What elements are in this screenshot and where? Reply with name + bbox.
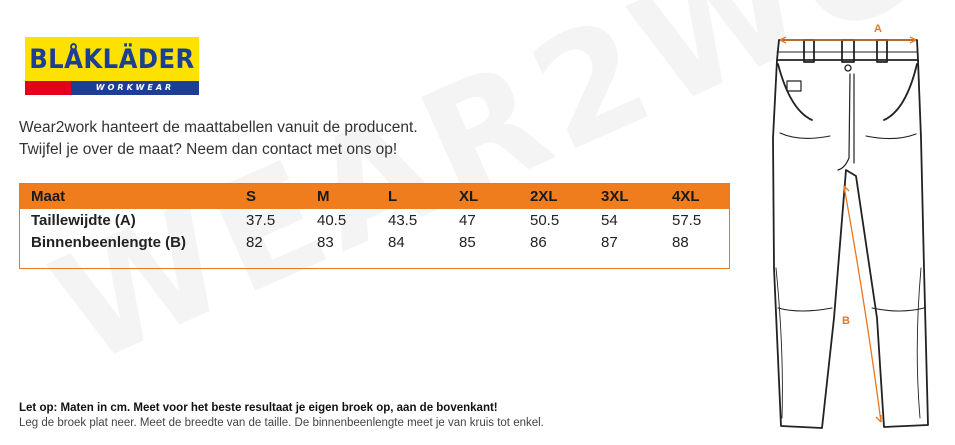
header-4xl: 4XL [672,184,729,209]
table-cell: 83 [317,233,334,251]
note-warning: Let op: Maten in cm. Meet voor het beste… [19,402,498,414]
label-a: A [874,23,882,35]
header-2xl: 2XL [530,184,601,209]
table-cell: 86 [530,233,547,251]
table-cell: 57.5 [672,211,702,229]
table-cell: 37.5 [246,211,276,229]
table-row-waist: Taillewijdte (A) 37.5 40.5 43.5 47 50.5 … [20,209,729,231]
logo-text: BLÅKLÄDER [29,43,195,75]
size-table: Maat S M L XL 2XL 3XL 4XL Taillewijdte (… [19,183,730,269]
note-instructions: Leg de broek plat neer. Meet de breedte … [19,417,544,429]
header-xl: XL [459,184,530,209]
intro-text: Wear2work hanteert de maattabellen vanui… [19,117,418,161]
table-cell: 54 [601,211,618,229]
row-label: Binnenbeenlengte (B) [31,233,187,251]
header-l: L [388,184,459,209]
table-row-inseam: Binnenbeenlengte (B) 82 83 84 85 86 87 8… [20,231,729,253]
table-cell: 85 [459,233,476,251]
size-table-header: Maat S M L XL 2XL 3XL 4XL [20,184,729,209]
trousers-measurement-icon: A B [772,23,929,429]
table-cell: 88 [672,233,689,251]
measurement-note: Let op: Maten in cm. Meet voor het beste… [19,401,544,431]
table-cell: 84 [388,233,405,251]
label-b: B [842,315,850,327]
table-cell: 40.5 [317,211,347,229]
header-s: S [246,184,317,209]
intro-line-2: Twijfel je over de maat? Neem dan contac… [19,141,398,158]
table-cell: 50.5 [530,211,560,229]
brand-logo: BLÅKLÄDER WORKWEAR [25,37,199,95]
header-size: Maat [20,184,246,209]
row-label: Taillewijdte (A) [31,211,136,229]
table-cell: 82 [246,233,263,251]
logo-tagline: WORKWEAR [95,83,175,92]
intro-line-1: Wear2work hanteert de maattabellen vanui… [19,119,418,136]
logo-wordmark: BLÅKLÄDER [25,37,199,81]
table-cell: 87 [601,233,618,251]
header-m: M [317,184,388,209]
table-cell: 47 [459,211,476,229]
table-cell: 43.5 [388,211,418,229]
header-3xl: 3XL [601,184,672,209]
